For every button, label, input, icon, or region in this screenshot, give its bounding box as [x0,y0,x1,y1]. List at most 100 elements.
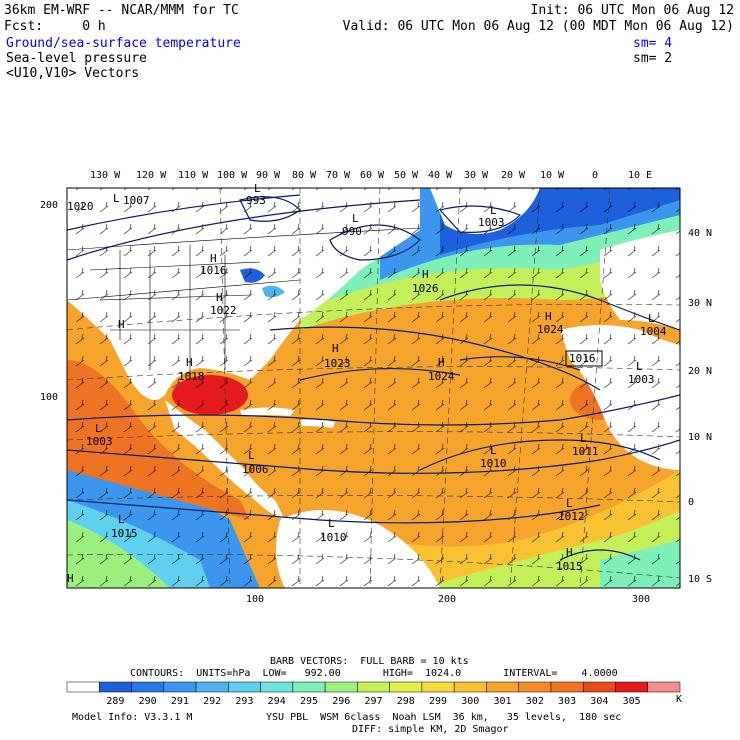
color-bin [486,681,519,693]
grid-label-bottom: 200 [438,594,457,605]
lon-label: 20 W [501,170,526,181]
high-marker: H [186,356,193,369]
color-bin [615,681,648,693]
low-marker: L [580,432,587,445]
low-marker: L [636,360,643,373]
lat-label: 20 N [688,366,713,377]
high-marker: H [216,291,223,304]
pressure-label: 1023 [324,357,351,370]
pressure-label: 993 [246,194,266,207]
high-marker: H [67,572,74,585]
box-pressure-label: 1016 [569,352,596,365]
lon-label: 100 W [217,170,248,181]
pressure-label: 1018 [178,370,205,383]
color-bin [260,681,294,693]
lon-label: 50 W [394,170,419,181]
color-scale-bar: 289 290 291 292 293 294 295 296 297 298 299 300 301 3… [66,681,681,707]
pressure-label: 1024 [428,370,455,383]
high-marker: H [438,356,445,369]
lon-label: 60 W [360,170,385,181]
low-marker: L [648,312,655,325]
field-slp-label: Sea-level pressure [6,51,147,66]
pressure-label: 1022 [210,304,237,317]
lon-label: 120 W [136,170,167,181]
pressure-label: 1006 [242,463,269,476]
low-marker: L [490,444,497,457]
low-marker: L [254,182,261,195]
lon-label: 70 W [326,170,351,181]
color-bin-label: 292 [203,696,221,707]
color-bin [99,681,132,693]
color-bin-label: 302 [526,696,544,707]
color-bin-label: 298 [397,696,415,707]
low-marker: L [113,192,120,205]
pressure-label: 1003 [86,435,113,448]
color-bin-label: 289 [106,696,124,707]
color-bin-label: 300 [461,696,479,707]
pressure-label: 1012 [558,510,585,523]
color-bin [550,681,584,693]
pressure-label: 1003 [478,216,505,229]
high-marker: H [566,546,573,559]
lon-label: 80 W [292,170,317,181]
color-bin [324,681,358,693]
high-marker: H [332,342,339,355]
grid-label-bottom: 100 [246,594,265,605]
color-bin-label: 297 [364,696,382,707]
lon-label: 40 W [428,170,453,181]
map-field [67,188,680,588]
model-title: 36km EM-WRF -- NCAR/MMM for TC [4,3,239,18]
low-marker: L [118,513,125,526]
field-sst-label: Ground/sea-surface temperature [6,36,241,51]
color-bin [228,681,261,693]
color-bin [453,681,487,693]
lat-label: 10 N [688,432,713,443]
color-bin [163,681,197,693]
color-bin [357,681,390,693]
color-bin [195,681,229,693]
color-scale-unit: K [676,694,683,705]
grid-label-left: 100 [40,392,59,403]
field-slp-smoothing: sm= 2 [633,51,673,66]
color-bin-label: 296 [332,696,350,707]
pressure-label: 1026 [412,282,439,295]
low-marker: L [328,517,335,530]
low-marker: L [352,212,359,225]
pressure-label: 1007 [123,194,150,207]
lon-label: 110 W [178,170,209,181]
contours-legend: CONTOURS: UNITS=hPa LOW= 992.00 HIGH= 10… [130,668,618,679]
grid-label-bottom: 300 [632,594,651,605]
color-bin-label: 299 [429,696,447,707]
model-info: Model Info: V3.3.1 M [72,712,193,723]
valid-time: Valid: 06 UTC Mon 06 Aug 12 (00 MDT Mon … [342,19,734,34]
color-bin-label: 290 [139,696,157,707]
color-bin [518,681,552,693]
lat-label: 10 S [688,574,713,585]
color-bin-label: 301 [494,696,512,707]
color-bin [582,681,616,693]
low-marker: L [248,449,255,462]
init-time: Init: 06 UTC Mon 06 Aug 12 [530,3,735,18]
low-marker: L [566,497,573,510]
color-bin-label: 303 [558,696,576,707]
lat-label: 30 N [688,298,713,309]
color-bin [421,681,455,693]
lat-label: 40 N [688,228,713,239]
color-bin-label: 305 [623,696,641,707]
lon-label: 30 W [464,170,489,181]
pressure-label: 1015 [556,560,583,573]
color-bin-label: 304 [590,696,608,707]
color-bin-label: 293 [235,696,253,707]
lon-label: 130 W [90,170,121,181]
pressure-label: 1016 [200,264,227,277]
high-marker: H [545,310,552,323]
color-bin-label: 295 [300,696,318,707]
pressure-label: 1024 [537,323,564,336]
pressure-label: 1004 [640,325,667,338]
pressure-label: 990 [342,225,362,238]
grid-label-left: 200 [40,200,59,211]
color-bin-label: 294 [268,696,286,707]
color-bin [647,681,681,693]
color-bin [66,681,100,693]
